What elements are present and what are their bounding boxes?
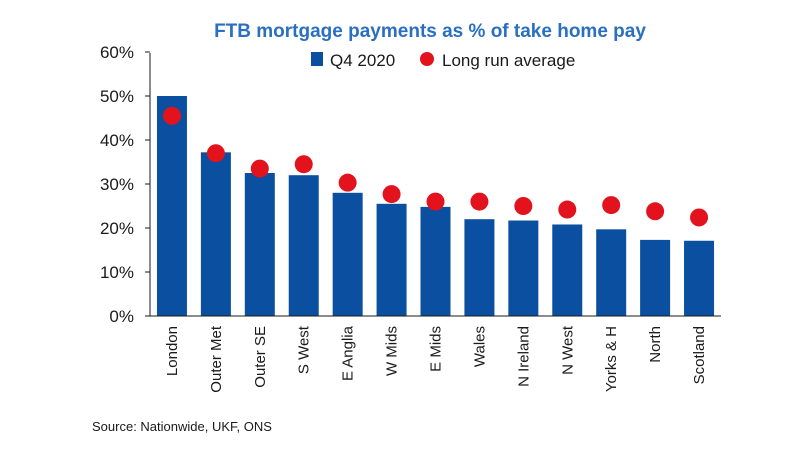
- y-tick-label: 40%: [100, 131, 134, 150]
- marker-outer-se: [250, 159, 269, 178]
- marker-s-west: [294, 155, 313, 174]
- x-tick-label: Outer Met: [208, 325, 225, 393]
- bar-s-west: [288, 175, 319, 316]
- bar-n-west: [552, 224, 583, 316]
- legend: Q4 2020 Long run average: [311, 51, 575, 70]
- y-tick-label: 30%: [100, 175, 134, 194]
- bar-w-mids: [376, 203, 407, 316]
- legend-marker-label: Long run average: [442, 51, 575, 70]
- bar-e-anglia: [332, 192, 363, 316]
- x-tick-label: E Mids: [428, 326, 445, 372]
- marker-series: [162, 106, 709, 227]
- marker-yorks-h: [602, 196, 621, 215]
- marker-outer-met: [206, 144, 225, 163]
- x-tick-label: S West: [296, 325, 313, 374]
- legend-bar-label: Q4 2020: [330, 51, 395, 70]
- marker-e-mids: [426, 192, 445, 211]
- chart-title: FTB mortgage payments as % of take home …: [214, 21, 646, 42]
- bar-wales: [464, 219, 495, 316]
- marker-scotland: [690, 208, 709, 227]
- y-axis-ticks: 0% 10% 20% 30% 40% 50% 60%: [100, 43, 150, 326]
- marker-n-ireland: [514, 197, 533, 215]
- bar-n-ireland: [508, 220, 539, 316]
- y-tick-label: 20%: [100, 219, 134, 238]
- bar-scotland: [684, 240, 715, 316]
- x-tick-label: N Ireland: [515, 326, 532, 387]
- y-tick-label: 10%: [100, 263, 134, 282]
- source-note: Source: Nationwide, UKF, ONS: [92, 419, 272, 434]
- x-tick-label: Wales: [471, 326, 488, 367]
- legend-bar-swatch: [311, 52, 323, 66]
- marker-wales: [470, 192, 489, 211]
- y-tick-label: 60%: [100, 43, 134, 62]
- marker-w-mids: [382, 185, 401, 204]
- marker-n-west: [558, 200, 577, 219]
- marker-e-anglia: [338, 173, 357, 192]
- bar-yorks-h: [596, 229, 627, 316]
- bar-e-mids: [420, 206, 451, 316]
- x-tick-label: Yorks & H: [603, 326, 620, 392]
- x-tick-label: N West: [559, 325, 576, 375]
- y-tick-label: 50%: [100, 87, 134, 106]
- marker-north: [646, 202, 665, 221]
- legend-marker-swatch: [420, 52, 434, 66]
- x-tick-label: Outer SE: [252, 326, 269, 388]
- bar-series: [156, 96, 715, 316]
- x-tick-label: North: [647, 326, 664, 363]
- x-tick-label: W Mids: [384, 326, 401, 376]
- bar-outer-met: [200, 152, 231, 316]
- y-tick-label: 0%: [109, 307, 134, 326]
- marker-london: [162, 106, 181, 125]
- x-tick-label: Scotland: [691, 326, 708, 384]
- x-tick-label: London: [164, 326, 181, 376]
- x-tick-label: E Anglia: [340, 325, 357, 381]
- bar-north: [640, 239, 671, 316]
- x-axis-labels: London Outer Met Outer SE S West E Anglia W M…: [164, 325, 708, 393]
- bar-outer-se: [244, 173, 275, 316]
- bar-london: [156, 96, 187, 316]
